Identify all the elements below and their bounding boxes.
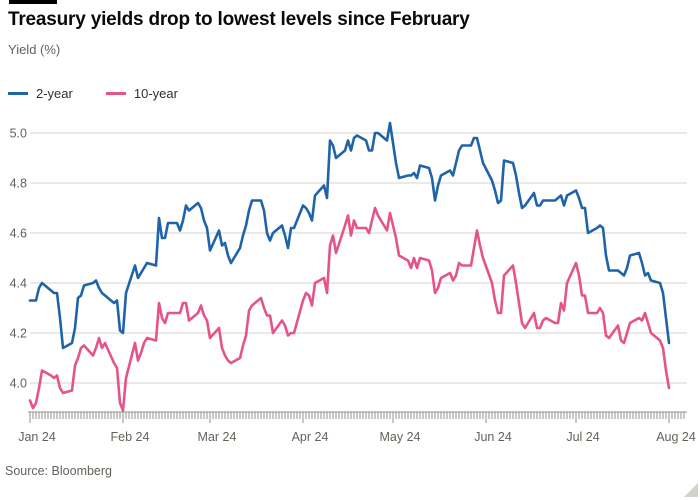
legend-label-10-year: 10-year: [133, 86, 178, 101]
source-note: Source: Bloomberg: [5, 464, 113, 478]
svg-text:4.4: 4.4: [10, 277, 27, 291]
svg-text:Jun 24: Jun 24: [474, 430, 512, 444]
svg-text:Apr 24: Apr 24: [292, 430, 329, 444]
svg-text:5.0: 5.0: [10, 127, 27, 141]
resize-corner-icon: [684, 483, 698, 497]
legend-label-2-year: 2-year: [36, 86, 73, 101]
svg-text:Feb 24: Feb 24: [111, 430, 150, 444]
legend-swatch-2-year-icon: [8, 92, 28, 95]
svg-text:4.2: 4.2: [10, 327, 27, 341]
svg-text:4.0: 4.0: [10, 377, 27, 391]
title-accent-bar: [9, 0, 57, 4]
legend-item-2-year: 2-year: [8, 86, 73, 101]
svg-text:Jul 24: Jul 24: [566, 430, 599, 444]
chart-legend: 2-year 10-year: [8, 86, 211, 101]
legend-swatch-10-year-icon: [105, 92, 126, 95]
svg-text:May 24: May 24: [380, 430, 421, 444]
legend-item-10-year: 10-year: [105, 86, 178, 101]
svg-text:Aug 24: Aug 24: [656, 430, 696, 444]
svg-text:Mar 24: Mar 24: [198, 430, 237, 444]
chart-subtitle: Yield (%): [8, 42, 61, 57]
svg-text:4.8: 4.8: [10, 177, 27, 191]
svg-text:4.6: 4.6: [10, 227, 27, 241]
svg-text:Jan 24: Jan 24: [18, 430, 56, 444]
chart-title: Treasury yields drop to lowest levels si…: [8, 9, 470, 30]
